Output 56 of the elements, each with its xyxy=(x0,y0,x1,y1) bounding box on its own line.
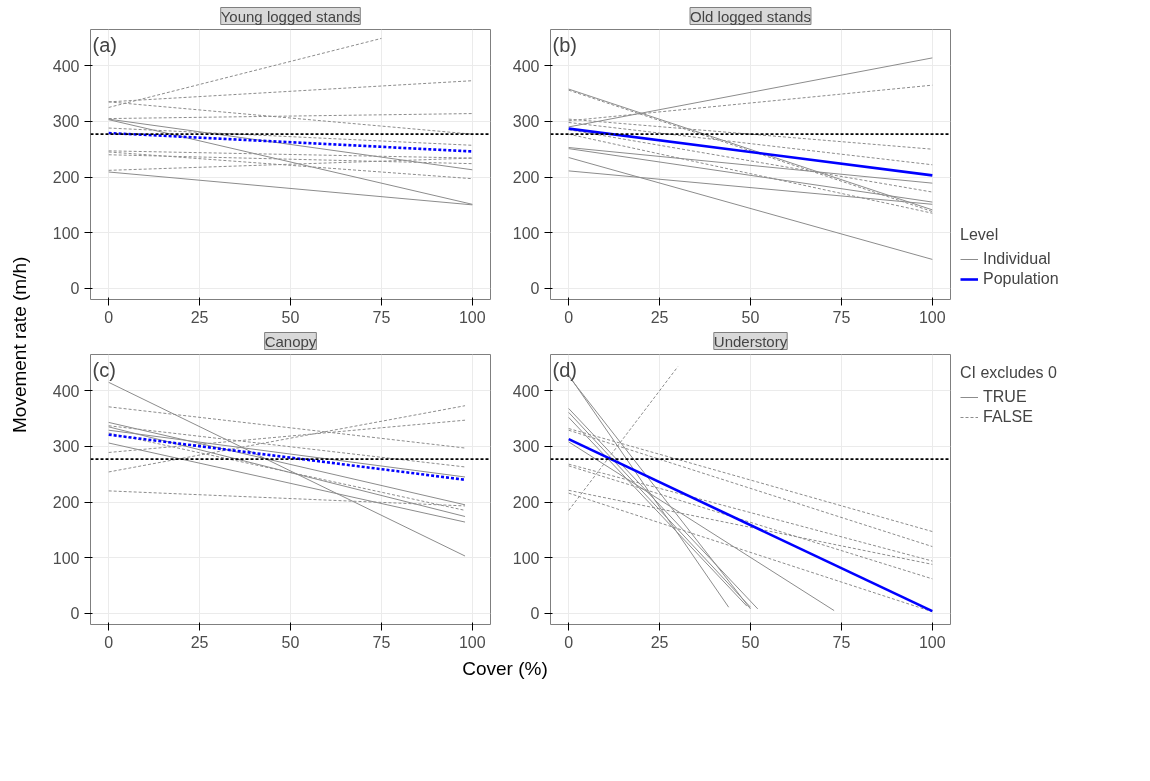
x-tick-label: 50 xyxy=(741,308,760,326)
x-tick-label: 25 xyxy=(190,633,209,651)
chart-title: Understory xyxy=(713,332,788,350)
y-tick-label: 400 xyxy=(52,382,80,400)
x-tick-label: 75 xyxy=(832,308,851,326)
y-tick-label: 300 xyxy=(52,438,80,456)
x-tick-label: 100 xyxy=(918,633,946,651)
x-tick-label: 50 xyxy=(741,633,760,651)
y-tick-label: 300 xyxy=(512,438,540,456)
legend-label: TRUE xyxy=(983,388,1027,406)
x-axis-title: Cover (%) xyxy=(462,657,548,681)
y-tick-label: 100 xyxy=(52,549,80,567)
x-tick-label: 75 xyxy=(372,633,391,651)
x-tick-label: 25 xyxy=(650,633,669,651)
y-tick-label: 200 xyxy=(512,169,540,187)
x-tick-label: 100 xyxy=(918,308,946,326)
y-tick-label: 200 xyxy=(52,494,80,512)
y-tick-label: 100 xyxy=(52,224,80,242)
x-tick-label: 25 xyxy=(190,308,209,326)
chart-title: Canopy xyxy=(264,332,317,350)
x-tick-label: 25 xyxy=(650,308,669,326)
legend-label: Individual xyxy=(983,250,1051,268)
y-tick-label: 200 xyxy=(512,494,540,512)
annotation: (d) xyxy=(552,358,577,381)
y-tick-label: 0 xyxy=(70,605,80,623)
y-tick-label: 300 xyxy=(52,113,80,131)
chart-title: Old logged stands xyxy=(690,7,811,25)
legend-title: Level xyxy=(960,226,1000,244)
y-tick-label: 400 xyxy=(512,57,540,75)
legend-label: Population xyxy=(983,270,1059,288)
y-tick-label: 0 xyxy=(70,280,80,298)
y-tick-label: 400 xyxy=(52,57,80,75)
x-tick-label: 0 xyxy=(564,633,574,651)
x-tick-label: 50 xyxy=(281,308,300,326)
x-tick-label: 0 xyxy=(564,308,574,326)
legend-label: FALSE xyxy=(983,408,1033,426)
y-tick-label: 300 xyxy=(512,113,540,131)
y-tick-label: 100 xyxy=(512,549,540,567)
y-tick-label: 400 xyxy=(512,382,540,400)
x-tick-label: 75 xyxy=(832,633,851,651)
x-tick-label: 100 xyxy=(458,308,486,326)
legend-title: CI excludes 0 xyxy=(960,364,1057,382)
chart-title: Young logged stands xyxy=(220,7,361,25)
annotation: (b) xyxy=(552,33,577,56)
y-tick-label: 0 xyxy=(530,605,540,623)
y-tick-label: 100 xyxy=(512,224,540,242)
y-axis-title: Movement rate (m/h) xyxy=(8,256,32,434)
y-tick-label: 0 xyxy=(530,280,540,298)
x-tick-label: 100 xyxy=(458,633,486,651)
x-tick-label: 0 xyxy=(104,308,114,326)
x-tick-label: 50 xyxy=(281,633,300,651)
x-tick-label: 75 xyxy=(372,308,391,326)
x-tick-label: 0 xyxy=(104,633,114,651)
annotation: (c) xyxy=(92,358,116,381)
y-tick-label: 200 xyxy=(52,169,80,187)
annotation: (a) xyxy=(92,33,117,56)
